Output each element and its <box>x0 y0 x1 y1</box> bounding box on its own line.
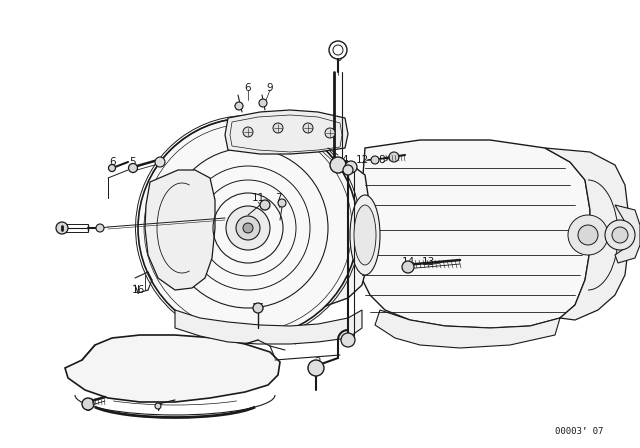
Circle shape <box>243 127 253 137</box>
Polygon shape <box>375 310 560 348</box>
Circle shape <box>402 261 414 273</box>
Polygon shape <box>145 170 215 290</box>
Circle shape <box>341 333 355 347</box>
Polygon shape <box>65 335 280 402</box>
Circle shape <box>109 164 115 172</box>
Circle shape <box>308 360 324 376</box>
Text: 6: 6 <box>109 157 116 167</box>
Circle shape <box>260 200 270 210</box>
Circle shape <box>605 220 635 250</box>
Text: 4: 4 <box>342 155 348 165</box>
Circle shape <box>389 152 399 162</box>
Text: 5: 5 <box>129 157 135 167</box>
Polygon shape <box>358 140 590 328</box>
Circle shape <box>138 118 358 338</box>
Text: 00003’ 07: 00003’ 07 <box>555 427 604 436</box>
Text: 9: 9 <box>267 83 273 93</box>
Circle shape <box>303 123 313 133</box>
Polygon shape <box>225 110 348 154</box>
Circle shape <box>226 206 270 250</box>
Text: 8: 8 <box>84 403 92 413</box>
Text: 2: 2 <box>315 357 321 367</box>
Circle shape <box>273 123 283 133</box>
Circle shape <box>235 102 243 110</box>
Polygon shape <box>175 310 362 344</box>
Circle shape <box>330 157 346 173</box>
Text: 11: 11 <box>252 193 264 203</box>
Text: 6: 6 <box>244 83 252 93</box>
Circle shape <box>129 164 138 172</box>
Text: 8: 8 <box>379 155 385 165</box>
Ellipse shape <box>354 205 376 265</box>
Circle shape <box>253 303 263 313</box>
Text: 7: 7 <box>155 403 161 413</box>
Circle shape <box>259 99 267 107</box>
Circle shape <box>96 224 104 232</box>
Ellipse shape <box>350 195 380 275</box>
Text: 7: 7 <box>275 193 282 203</box>
Circle shape <box>325 128 335 138</box>
Text: 3: 3 <box>335 53 341 63</box>
Circle shape <box>56 222 68 234</box>
Circle shape <box>155 157 165 167</box>
Text: 15: 15 <box>252 303 264 313</box>
Circle shape <box>345 161 357 173</box>
Polygon shape <box>615 205 640 263</box>
Polygon shape <box>545 148 628 320</box>
Circle shape <box>236 216 260 240</box>
Text: 16: 16 <box>131 285 145 295</box>
Circle shape <box>155 403 161 409</box>
Text: 13: 13 <box>421 257 435 267</box>
Text: 12: 12 <box>355 155 369 165</box>
Circle shape <box>278 199 286 207</box>
Circle shape <box>343 165 353 175</box>
Circle shape <box>371 156 379 164</box>
Circle shape <box>243 223 253 233</box>
Circle shape <box>578 225 598 245</box>
Text: 1: 1 <box>320 143 326 153</box>
Polygon shape <box>150 154 368 312</box>
Circle shape <box>82 398 94 410</box>
Circle shape <box>568 215 608 255</box>
Circle shape <box>612 227 628 243</box>
Circle shape <box>329 41 347 59</box>
Text: 14: 14 <box>401 257 415 267</box>
